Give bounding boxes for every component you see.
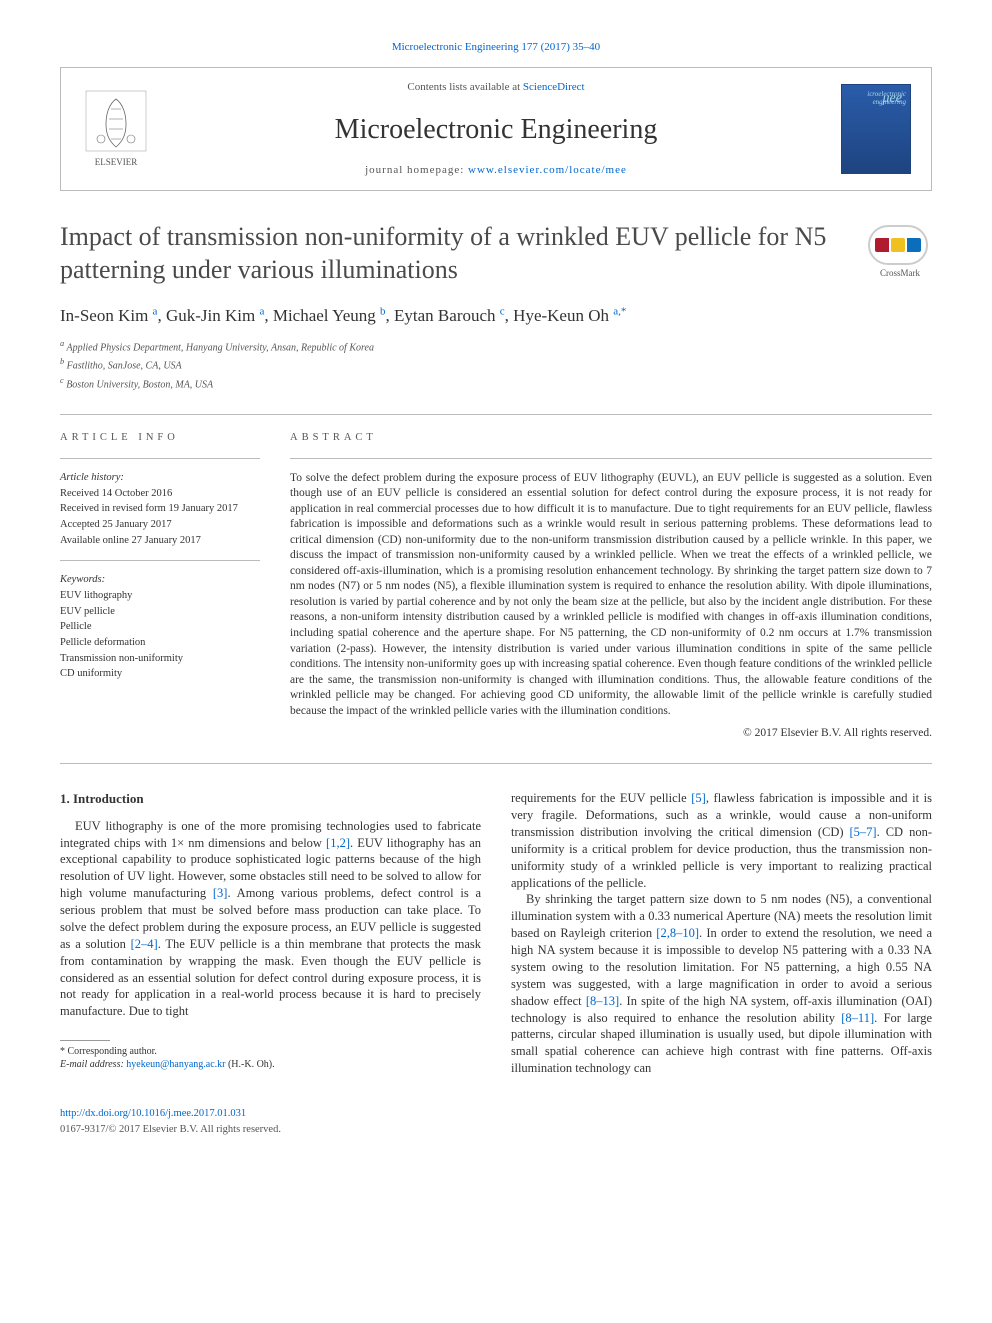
crossmark-red-icon	[875, 238, 889, 252]
divider	[60, 763, 932, 764]
info-rule	[60, 458, 260, 459]
author: Guk-Jin Kim a	[166, 306, 264, 325]
elsevier-logo: ELSEVIER	[81, 89, 151, 169]
history-item: Received 14 October 2016	[60, 487, 260, 502]
affiliation: c Boston University, Boston, MA, USA	[60, 375, 932, 392]
keyword: Pellicle deformation	[60, 636, 260, 651]
footer: http://dx.doi.org/10.1016/j.mee.2017.01.…	[60, 1107, 932, 1137]
copyright: © 2017 Elsevier B.V. All rights reserved…	[290, 725, 932, 741]
corresponding-footnote: * Corresponding author.	[60, 1045, 481, 1058]
paragraph: By shrinking the target pattern size dow…	[511, 891, 932, 1077]
keywords: Keywords: EUV lithography EUV pellicle P…	[60, 573, 260, 682]
homepage-line: journal homepage: www.elsevier.com/locat…	[169, 163, 823, 178]
keyword: EUV lithography	[60, 589, 260, 604]
section-heading: 1. Introduction	[60, 790, 481, 808]
author: In-Seon Kim a	[60, 306, 157, 325]
author: Michael Yeung b	[273, 306, 386, 325]
cover-text: icroelectronic engineering	[846, 91, 906, 106]
keyword: EUV pellicle	[60, 605, 260, 620]
journal-header: ELSEVIER Contents lists available at Sci…	[60, 67, 932, 191]
paragraph: requirements for the EUV pellicle [5], f…	[511, 790, 932, 891]
sciencedirect-link[interactable]: ScienceDirect	[523, 81, 585, 93]
paper-title: Impact of transmission non-uniformity of…	[60, 221, 848, 286]
citation-link[interactable]: [8–11]	[841, 1011, 874, 1025]
crossmark-yellow-icon	[891, 238, 905, 252]
citation-link[interactable]: [8–13]	[586, 994, 619, 1008]
history-item: Received in revised form 19 January 2017	[60, 502, 260, 517]
homepage-link[interactable]: www.elsevier.com/locate/mee	[468, 164, 627, 176]
affiliations: a Applied Physics Department, Hanyang Un…	[60, 338, 932, 392]
doi-link[interactable]: http://dx.doi.org/10.1016/j.mee.2017.01.…	[60, 1107, 932, 1122]
paragraph: EUV lithography is one of the more promi…	[60, 818, 481, 1021]
crossmark-label: CrossMark	[868, 267, 932, 280]
abstract-rule	[290, 458, 932, 459]
history-heading: Article history:	[60, 471, 260, 486]
keyword: Pellicle	[60, 620, 260, 635]
keyword: Transmission non-uniformity	[60, 652, 260, 667]
email-link[interactable]: hyekeun@hanyang.ac.kr	[126, 1059, 225, 1070]
abstract-text: To solve the defect problem during the e…	[290, 471, 932, 719]
affiliation: b Fastlitho, SanJose, CA, USA	[60, 356, 932, 373]
contents-text: Contents lists available at	[407, 81, 522, 93]
authors: In-Seon Kim a, Guk-Jin Kim a, Michael Ye…	[60, 304, 932, 328]
email-footnote: E-mail address: hyekeun@hanyang.ac.kr (H…	[60, 1058, 481, 1071]
citation-link[interactable]: [5–7]	[850, 825, 877, 839]
citation-link[interactable]: [5]	[691, 791, 706, 805]
article-info-heading: ARTICLE INFO	[60, 431, 260, 446]
crossmark-badge[interactable]: CrossMark	[868, 225, 932, 280]
homepage-label: journal homepage:	[365, 164, 468, 176]
body-columns: 1. Introduction EUV lithography is one o…	[60, 790, 932, 1077]
divider	[60, 414, 932, 415]
affiliation: a Applied Physics Department, Hanyang Un…	[60, 338, 932, 355]
citation-link[interactable]: [2,8–10]	[656, 926, 699, 940]
keyword: CD uniformity	[60, 667, 260, 682]
author: Hye-Keun Oh a,*	[513, 306, 626, 325]
issn-line: 0167-9317/© 2017 Elsevier B.V. All right…	[60, 1123, 932, 1138]
citation-link[interactable]: [3]	[213, 886, 228, 900]
abstract-heading: ABSTRACT	[290, 431, 932, 446]
journal-cover: μee icroelectronic engineering	[841, 84, 911, 174]
crossmark-blue-icon	[907, 238, 921, 252]
column-left: 1. Introduction EUV lithography is one o…	[60, 790, 481, 1077]
abstract: ABSTRACT To solve the defect problem dur…	[290, 431, 932, 741]
info-rule	[60, 560, 260, 561]
footnote-rule	[60, 1040, 110, 1041]
citation-link[interactable]: [1,2]	[326, 836, 350, 850]
history-item: Available online 27 January 2017	[60, 534, 260, 549]
article-info: ARTICLE INFO Article history: Received 1…	[60, 431, 260, 741]
journal-ref[interactable]: Microelectronic Engineering 177 (2017) 3…	[60, 40, 932, 55]
svg-text:ELSEVIER: ELSEVIER	[95, 157, 138, 167]
article-history: Article history: Received 14 October 201…	[60, 471, 260, 548]
contents-line: Contents lists available at ScienceDirec…	[169, 80, 823, 95]
column-right: requirements for the EUV pellicle [5], f…	[511, 790, 932, 1077]
keywords-heading: Keywords:	[60, 573, 260, 588]
citation-link[interactable]: [2–4]	[131, 937, 158, 951]
author: Eytan Barouch c	[394, 306, 505, 325]
history-item: Accepted 25 January 2017	[60, 518, 260, 533]
journal-name: Microelectronic Engineering	[169, 110, 823, 149]
